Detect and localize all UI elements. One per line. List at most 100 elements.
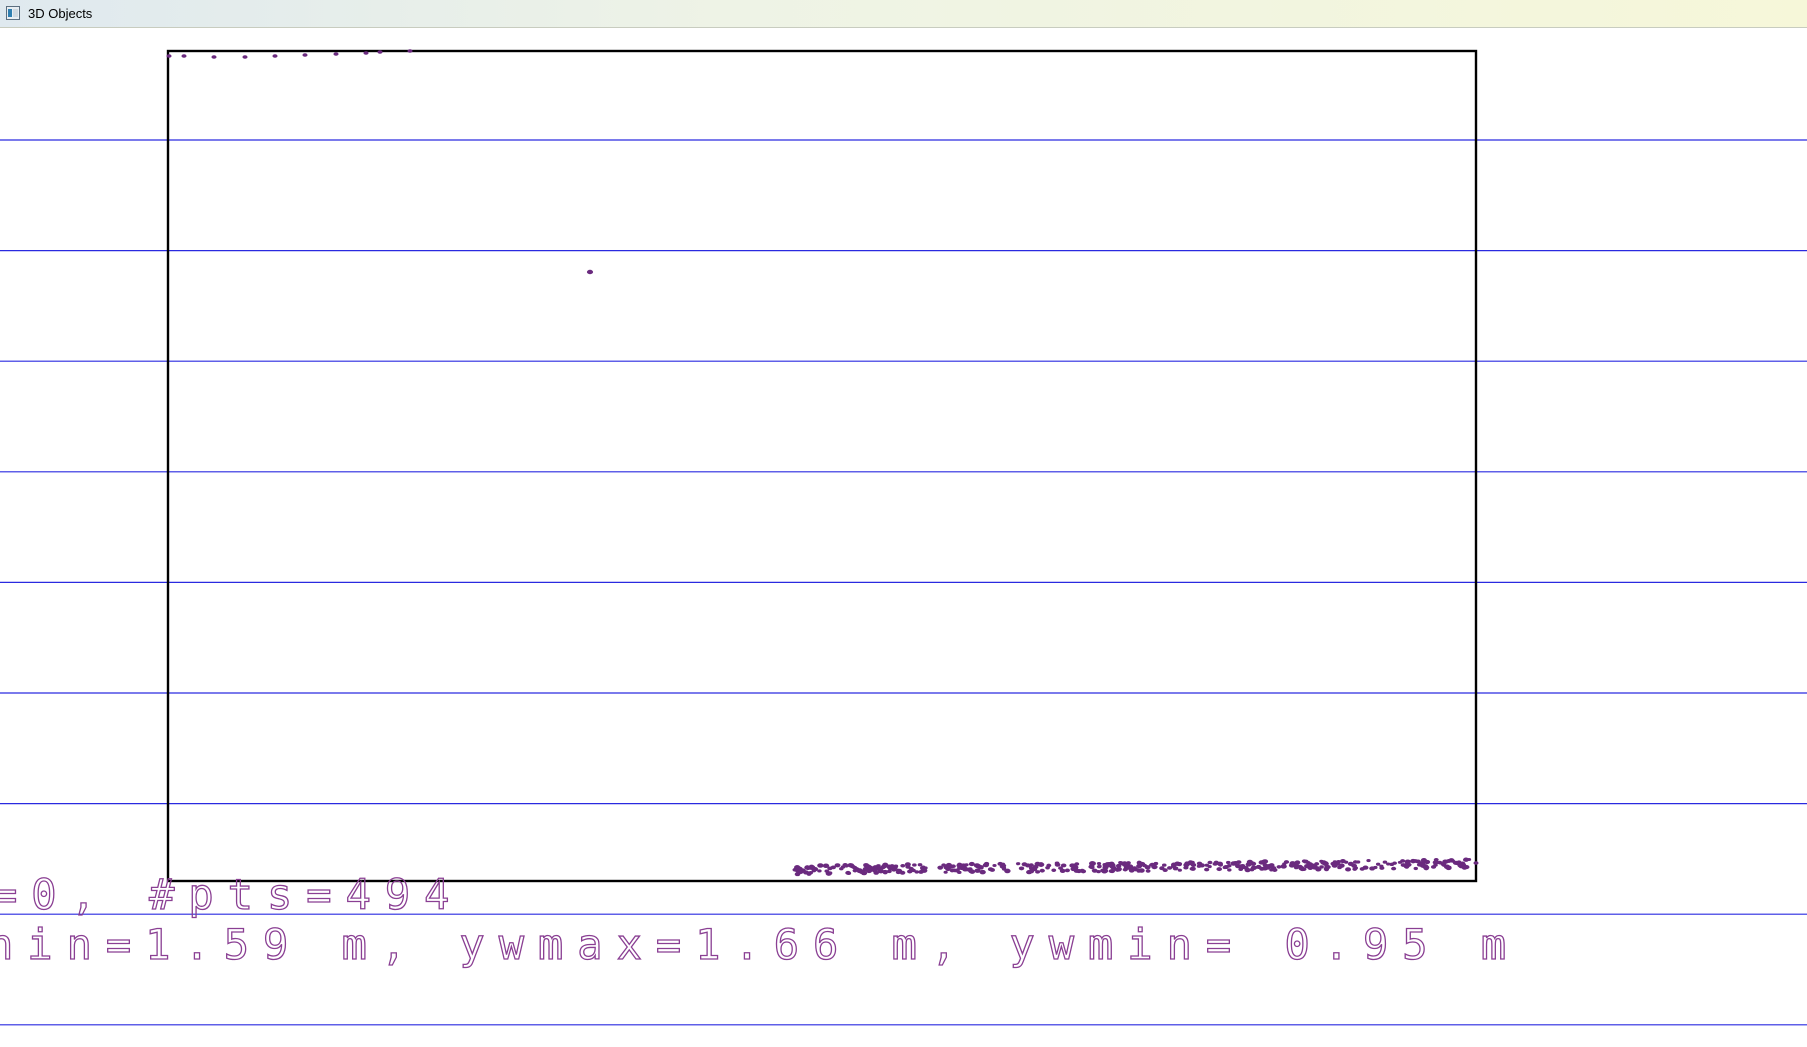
point: [1340, 858, 1346, 864]
point: [1234, 863, 1242, 869]
point: [982, 862, 990, 868]
point: [964, 863, 969, 867]
point: [824, 869, 830, 873]
point: [1207, 860, 1213, 865]
point: [1462, 857, 1470, 862]
point: [1382, 860, 1388, 864]
point: [1054, 861, 1060, 865]
point: [1230, 861, 1237, 866]
point: [1189, 867, 1195, 871]
point: [1132, 866, 1137, 870]
point: [846, 871, 852, 875]
point: [1352, 867, 1358, 871]
point: [1162, 868, 1168, 872]
point: [967, 867, 973, 871]
point: [945, 862, 953, 868]
point: [1294, 860, 1301, 865]
app-window-icon: [6, 6, 20, 20]
point: [1413, 866, 1418, 871]
point: [1037, 862, 1045, 867]
point: [1187, 860, 1194, 865]
point: [1410, 859, 1416, 864]
point: [333, 52, 339, 56]
horizontal-grid-lines: [0, 139, 1807, 1026]
point: [1167, 866, 1173, 870]
point: [943, 870, 948, 874]
point: [1102, 868, 1109, 874]
viewport-canvas[interactable]: =0, #pts=494 nin=1.59 m, ywmax=1.66 m, y…: [0, 29, 1807, 1047]
point: [817, 863, 824, 868]
point: [1096, 869, 1101, 874]
point: [1122, 861, 1129, 866]
title-bar: 3D Objects: [0, 0, 1807, 28]
point: [920, 868, 926, 872]
point: [1161, 863, 1167, 867]
point: [886, 869, 892, 874]
point: [950, 864, 956, 869]
point: [1355, 860, 1361, 864]
point: [895, 868, 901, 873]
point: [968, 861, 975, 867]
point: [1039, 868, 1045, 873]
point: [1338, 863, 1345, 868]
point: [1400, 859, 1406, 863]
point: [1276, 865, 1282, 869]
point: [827, 871, 833, 875]
point: [1035, 870, 1041, 874]
point: [1227, 868, 1232, 872]
point: [1174, 861, 1181, 866]
point: [1145, 865, 1151, 870]
point: [1473, 861, 1479, 865]
point: [1447, 865, 1452, 869]
point: [1028, 863, 1034, 867]
point: [1432, 860, 1439, 865]
point: [1028, 866, 1034, 870]
point: [1018, 866, 1025, 871]
point: [1058, 866, 1064, 870]
point: [1015, 862, 1021, 866]
point: [957, 870, 962, 875]
point: [1379, 866, 1385, 870]
point: [1261, 859, 1267, 864]
point: [1288, 863, 1296, 868]
point: [1145, 869, 1151, 873]
point: [1212, 862, 1218, 866]
point: [914, 870, 920, 874]
point: [937, 865, 944, 870]
point: [1116, 867, 1122, 872]
point: [1433, 857, 1439, 862]
point: [1153, 861, 1159, 866]
point: [987, 867, 994, 872]
point: [407, 49, 413, 53]
point: [1004, 868, 1011, 874]
point: [923, 866, 928, 870]
overlay-info-line-1: =0, #pts=494: [0, 870, 463, 919]
point: [1115, 863, 1122, 868]
point: [1135, 868, 1141, 872]
point: [272, 54, 278, 58]
point: [876, 864, 881, 868]
point: [1375, 862, 1381, 866]
point: [794, 872, 801, 877]
point: [852, 868, 858, 873]
point: [830, 865, 836, 870]
point: [886, 864, 892, 868]
point: [1196, 864, 1202, 868]
point: [1102, 863, 1108, 867]
point: [908, 866, 914, 871]
point: [1051, 868, 1057, 872]
point: [1088, 861, 1096, 866]
point: [1272, 868, 1278, 872]
point: [1461, 865, 1468, 870]
point: [958, 865, 964, 870]
point: [1264, 864, 1270, 869]
point: [893, 864, 899, 868]
point: [166, 54, 172, 58]
point: [899, 870, 906, 875]
point: [1400, 863, 1407, 867]
point: [1021, 862, 1028, 867]
point: [1091, 868, 1098, 873]
point: [1259, 866, 1265, 871]
point: [1028, 869, 1035, 874]
point: [1419, 861, 1426, 866]
